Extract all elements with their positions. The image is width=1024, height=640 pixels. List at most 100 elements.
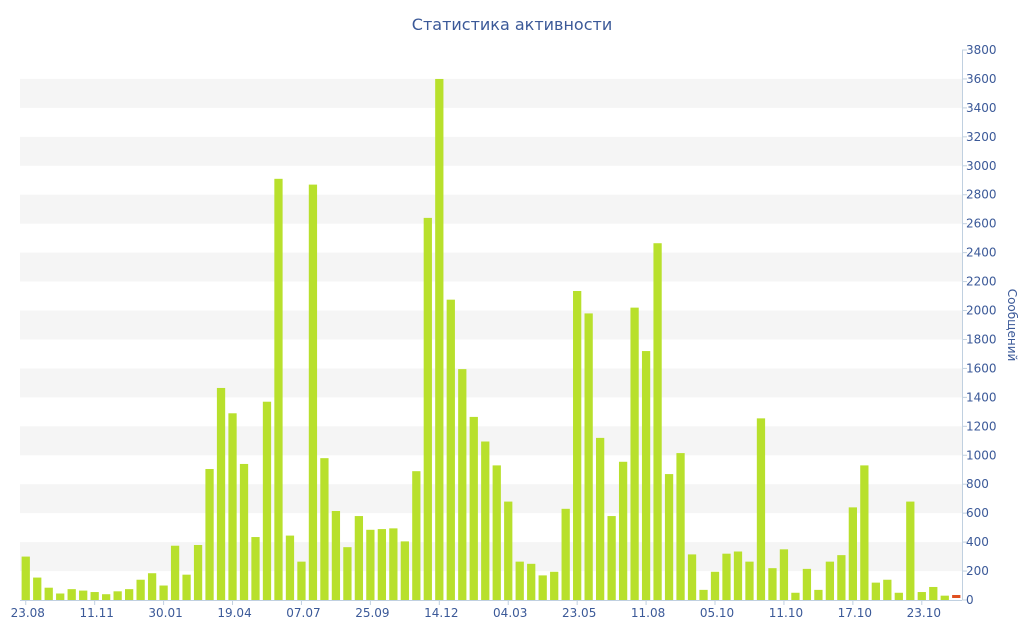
x-axis: 23.08 11.11 30.01 19.04 07.07 25.09 14.12 04.03… (11, 600, 962, 620)
bar[interactable] (147, 573, 157, 600)
bar[interactable] (492, 465, 501, 600)
bar[interactable] (458, 369, 467, 600)
bar[interactable] (871, 582, 880, 600)
bar[interactable] (366, 529, 375, 600)
bar[interactable] (331, 510, 341, 600)
bar[interactable] (676, 453, 685, 600)
bar[interactable] (699, 589, 708, 600)
bar[interactable] (239, 463, 249, 600)
y-tick-label: 3800 (966, 43, 997, 57)
bar[interactable] (825, 561, 835, 600)
bar[interactable] (618, 461, 628, 600)
x-tick-label: 05.10 (700, 606, 734, 620)
bar[interactable] (710, 571, 720, 600)
y-tick-label: 400 (966, 535, 989, 549)
x-tick-label: 25.09 (355, 606, 389, 620)
bar[interactable] (515, 561, 524, 600)
bar[interactable] (412, 471, 421, 600)
bar[interactable] (320, 458, 329, 600)
bar[interactable] (354, 516, 364, 600)
bar[interactable] (90, 592, 99, 600)
bar[interactable] (596, 437, 605, 600)
bar[interactable] (125, 589, 134, 600)
x-tick-label: 07.07 (286, 606, 320, 620)
bar[interactable] (446, 299, 455, 600)
bar[interactable] (527, 563, 536, 600)
bar[interactable] (538, 575, 547, 600)
bar[interactable] (802, 568, 812, 600)
bar[interactable] (33, 577, 42, 600)
x-tick-label: 11.08 (631, 606, 665, 620)
bar[interactable] (641, 351, 651, 600)
bar[interactable] (170, 545, 180, 600)
bar[interactable] (929, 586, 938, 600)
y-tick-label: 2000 (966, 304, 997, 318)
bar[interactable] (216, 387, 226, 600)
bar[interactable] (469, 416, 478, 600)
bar[interactable] (377, 529, 386, 600)
bar[interactable] (423, 217, 432, 600)
bar[interactable] (607, 516, 616, 600)
bar[interactable] (779, 549, 789, 600)
bar[interactable] (664, 474, 674, 600)
bar[interactable] (297, 561, 306, 600)
bar[interactable] (837, 555, 846, 600)
bar[interactable] (343, 547, 352, 600)
bar[interactable] (79, 590, 88, 600)
y-tick-label: 200 (966, 564, 989, 578)
bar[interactable] (940, 595, 949, 600)
bar[interactable] (550, 571, 559, 600)
bar[interactable] (44, 587, 53, 600)
bar[interactable] (228, 413, 237, 600)
bar[interactable] (917, 592, 926, 600)
grid-band (20, 136, 962, 166)
bar[interactable] (193, 545, 203, 600)
bar[interactable] (262, 401, 272, 600)
bar[interactable] (274, 178, 283, 600)
bar[interactable] (102, 594, 111, 600)
bar[interactable] (653, 243, 662, 600)
bar[interactable] (630, 307, 639, 600)
bar[interactable] (56, 593, 65, 600)
bar[interactable] (814, 589, 823, 600)
bar[interactable] (584, 313, 593, 600)
bar[interactable] (687, 554, 697, 600)
bar[interactable] (113, 591, 122, 600)
bar[interactable] (285, 535, 295, 600)
bar[interactable] (906, 501, 915, 600)
bar[interactable] (722, 553, 731, 600)
bar[interactable] (733, 551, 743, 600)
x-tick-label: 11.11 (79, 606, 113, 620)
bar[interactable] (848, 507, 857, 600)
bar[interactable] (136, 579, 145, 600)
grid-band (20, 252, 962, 282)
bar[interactable] (768, 568, 777, 600)
bar[interactable] (435, 78, 444, 600)
bar[interactable] (159, 585, 168, 600)
bar[interactable] (21, 556, 30, 600)
y-tick-label: 2800 (966, 188, 997, 202)
x-tick-label: 23.08 (11, 606, 45, 620)
bar[interactable] (791, 592, 800, 600)
bar[interactable] (860, 465, 869, 600)
bar[interactable] (400, 541, 409, 600)
bar[interactable] (205, 469, 214, 600)
bar[interactable] (756, 418, 766, 600)
x-tick-label: 17.10 (838, 606, 872, 620)
bar[interactable] (894, 592, 903, 600)
bar[interactable] (573, 290, 582, 600)
bar[interactable] (481, 441, 490, 600)
bar[interactable] (745, 561, 754, 600)
bar[interactable] (251, 537, 260, 600)
y-tick-label: 600 (966, 506, 989, 520)
bar[interactable] (389, 528, 398, 600)
bar[interactable] (504, 501, 513, 600)
bar[interactable] (308, 184, 318, 601)
x-tick-label: 11.10 (769, 606, 803, 620)
bar[interactable] (67, 589, 76, 600)
bar[interactable] (561, 508, 570, 600)
y-tick-label: 1400 (966, 390, 997, 404)
bar[interactable] (883, 579, 892, 600)
bar[interactable] (182, 574, 191, 600)
